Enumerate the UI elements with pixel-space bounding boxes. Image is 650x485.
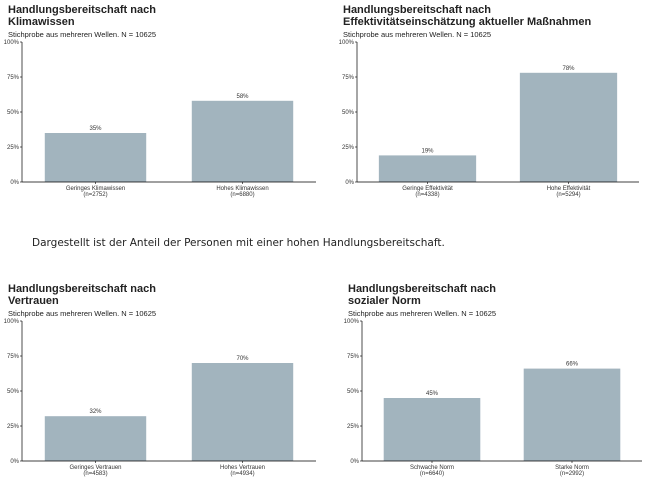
y-tick-label: 25%	[342, 145, 355, 151]
chart-effektivitaet: Handlungsbereitschaft nach Effektivitäts…	[339, 4, 643, 204]
data-label: 35%	[89, 126, 102, 132]
y-tick-label: 50%	[347, 389, 360, 395]
category-count-label: (n=6640)	[420, 471, 444, 477]
y-tick-label: 50%	[7, 110, 20, 116]
category-label: Hohes Vertrauen	[220, 465, 265, 471]
data-label: 66%	[566, 362, 579, 368]
category-label: Schwache Norm	[410, 465, 454, 471]
data-label: 45%	[426, 391, 439, 397]
y-tick-label: 0%	[10, 459, 19, 465]
chart-title: Handlungsbereitschaft nach sozialer Norm	[348, 283, 496, 307]
y-tick-label: 50%	[342, 110, 355, 116]
bar	[44, 416, 147, 461]
category-label: Hohes Klimawissen	[216, 186, 268, 192]
bar-chart: 0%25%50%75%100%32%Geringes Vertrauen(n=4…	[4, 319, 316, 477]
chart-subtitle: Stichprobe aus mehreren Wellen. N = 1062…	[8, 309, 157, 318]
chart-klimawissen: Handlungsbereitschaft nach Klimawissen S…	[4, 4, 320, 204]
y-tick-label: 75%	[7, 354, 20, 360]
category-label: Hohe Effektivität	[547, 186, 591, 192]
chart-soziale-norm: Handlungsbereitschaft nach sozialer Norm…	[344, 283, 646, 483]
y-tick-label: 25%	[7, 424, 20, 430]
category-label: Starke Norm	[555, 465, 589, 471]
chart-title: Handlungsbereitschaft nach Effektivitäts…	[343, 4, 592, 28]
category-count-label: (n=4583)	[83, 471, 107, 477]
data-label: 19%	[421, 148, 434, 154]
y-tick-label: 100%	[339, 40, 355, 46]
category-count-label: (n=4338)	[415, 192, 439, 198]
figure-caption: Dargestellt ist der Anteil der Personen …	[32, 237, 445, 249]
y-tick-label: 25%	[347, 424, 360, 430]
bar	[44, 133, 147, 182]
category-count-label: (n=2992)	[560, 471, 584, 477]
bar-chart: 0%25%50%75%100%19%Geringe Effektivität(n…	[339, 40, 639, 198]
y-tick-label: 50%	[7, 389, 20, 395]
y-tick-label: 0%	[350, 459, 359, 465]
chart-vertrauen: Handlungsbereitschaft nach Vertrauen Sti…	[4, 283, 320, 483]
y-tick-label: 100%	[4, 40, 20, 46]
y-tick-label: 75%	[347, 354, 360, 360]
chart-subtitle: Stichprobe aus mehreren Wellen. N = 1062…	[8, 30, 157, 39]
data-label: 32%	[89, 409, 102, 415]
bar	[191, 363, 294, 461]
y-tick-label: 100%	[344, 319, 360, 325]
category-count-label: (n=5294)	[556, 192, 580, 198]
y-tick-label: 100%	[4, 319, 20, 325]
category-label: Geringe Effektivität	[402, 186, 453, 192]
bar	[191, 100, 294, 182]
bar	[519, 72, 618, 182]
bar-chart: 0% 25% 50% 75% 100% 45% Schwache Norm(n=6640) 6…	[344, 319, 642, 477]
chart-subtitle: Stichprobe aus mehreren Wellen. N = 1062…	[343, 30, 492, 39]
chart-subtitle: Stichprobe aus mehreren Wellen. N = 1062…	[348, 309, 497, 318]
y-tick-label: 75%	[342, 75, 355, 81]
y-tick-label: 25%	[7, 145, 20, 151]
category-label: Geringes Klimawissen	[66, 186, 125, 192]
chart-title: Handlungsbereitschaft nach Vertrauen	[8, 283, 156, 307]
y-tick-label: 0%	[345, 180, 354, 186]
category-label: Geringes Vertrauen	[69, 465, 121, 471]
bar	[523, 368, 621, 461]
data-label: 70%	[236, 356, 249, 362]
data-label: 58%	[236, 94, 249, 100]
y-tick-label: 0%	[10, 180, 19, 186]
category-count-label: (n=2752)	[83, 192, 107, 198]
bar-chart: 0%25%50%75%100%35%Geringes Klimawissen(n…	[4, 40, 316, 198]
bar	[383, 398, 481, 461]
y-tick-label: 75%	[7, 75, 20, 81]
category-count-label: (n=6880)	[230, 192, 254, 198]
chart-title: Handlungsbereitschaft nach Klimawissen	[8, 4, 156, 28]
data-label: 78%	[562, 66, 575, 72]
bar	[378, 155, 477, 182]
category-count-label: (n=4934)	[230, 471, 254, 477]
